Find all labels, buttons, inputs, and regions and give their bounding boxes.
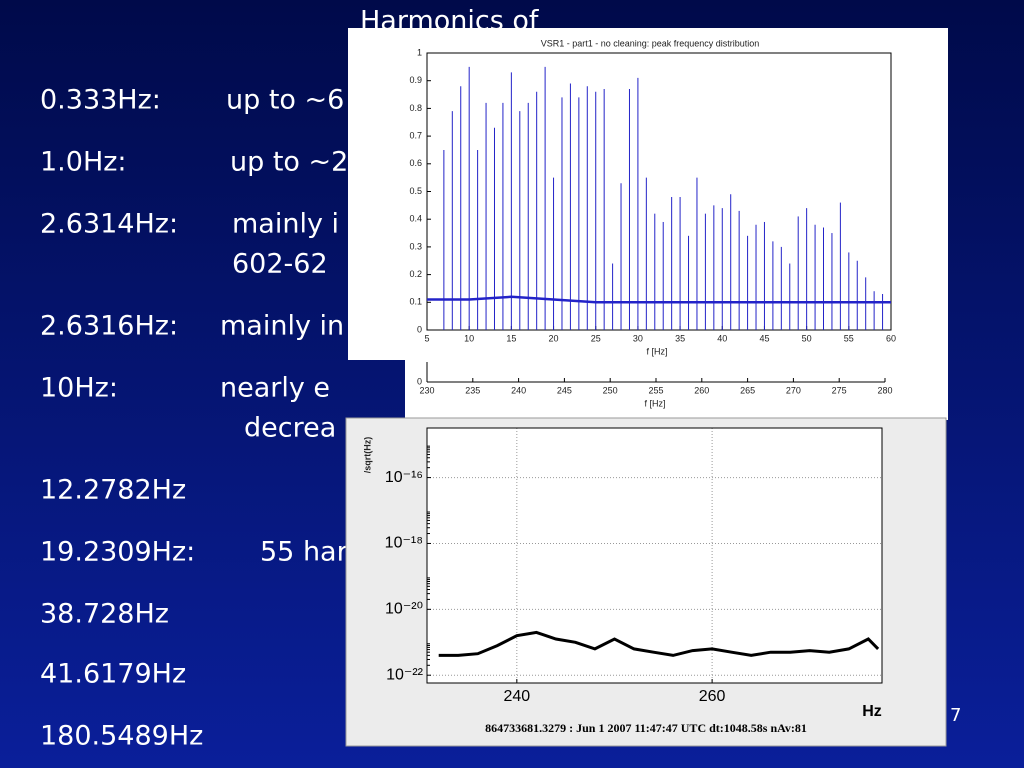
y-tick-label: 10⁻¹⁶: [385, 469, 423, 486]
x-tick-label: 55: [844, 333, 854, 343]
y-tick-label: 0.5: [409, 186, 422, 196]
y-tick-label: 0.8: [409, 103, 422, 113]
plot-frame: [426, 427, 883, 684]
y-tick-label: 0.3: [409, 241, 422, 251]
x-tick-label: 45: [759, 333, 769, 343]
item-text: up to ~6: [226, 85, 344, 116]
x-tick-label: 265: [740, 385, 755, 395]
x-tick-label: 60: [886, 333, 896, 343]
item-label: 2.6316Hz:: [40, 311, 178, 342]
x-tick-label: 275: [832, 385, 847, 395]
item-text: nearly e: [220, 373, 330, 404]
x-tick-label: 10: [464, 333, 474, 343]
item-label: 180.5489Hz: [40, 721, 203, 752]
chart-panel: [348, 28, 948, 360]
x-tick-label: 20: [549, 333, 559, 343]
charts: 5 10 15 20 25 30 35 40 45 50 55 6000.10.20.30.40.50…: [362, 38, 896, 734]
y-tick-label: 0.2: [409, 269, 422, 279]
x-tick-label: 25: [591, 333, 601, 343]
x-axis-label: f [Hz]: [646, 346, 667, 356]
y-tick-label: 0: [417, 324, 422, 334]
y-tick-label: 10⁻²⁰: [385, 601, 423, 618]
data-line: [427, 295, 891, 304]
item-label: 38.728Hz: [40, 599, 169, 630]
y-tick-label: 10⁻¹⁸: [385, 535, 423, 552]
y-tick-label: 0: [417, 376, 422, 386]
item-label: 10Hz:: [40, 373, 118, 404]
chart-title: VSR1 - part1 - no cleaning: peak frequen…: [541, 38, 760, 48]
x-tick-label: 5: [424, 333, 429, 343]
y-tick-label: 10⁻²²: [386, 666, 424, 683]
x-tick-label: 245: [557, 385, 572, 395]
x-tick-label: 240: [511, 385, 526, 395]
item-text: decrea: [244, 413, 336, 444]
item-label: 19.2309Hz:: [40, 537, 195, 568]
item-label: 1.0Hz:: [40, 147, 127, 178]
plot-area: [427, 428, 882, 683]
page-number: 7: [950, 705, 961, 726]
x-tick-label: 235: [465, 385, 480, 395]
footer: 864733681.3279 : Jun 1 2007 11:47:47 UTC…: [485, 721, 807, 735]
item-label: 2.6314Hz:: [40, 209, 178, 240]
item-text: mainly in: [220, 311, 344, 342]
x-axis-label: f [Hz]: [644, 398, 665, 408]
x-tick-label: 30: [633, 333, 643, 343]
item-label: 12.2782Hz: [40, 475, 186, 506]
item-label: 41.6179Hz: [40, 659, 186, 690]
item-text: mainly i: [232, 209, 339, 240]
x-tick-label: 230: [419, 385, 434, 395]
y-tick-label: 0.1: [409, 297, 422, 307]
item-text: up to ~2: [230, 147, 348, 178]
x-tick-label: 15: [506, 333, 516, 343]
y-tick-label: 0.6: [409, 158, 422, 168]
x-tick-label: 40: [717, 333, 727, 343]
y-tick-label: 0.4: [409, 214, 422, 224]
x-tick-label: 240: [503, 688, 530, 705]
y-tick-label: 0.7: [409, 130, 422, 140]
x-tick-label: 270: [786, 385, 801, 395]
x-tick-label: 255: [648, 385, 663, 395]
y-axis-label: /sqrt(Hz): [362, 437, 372, 474]
y-tick-label: 0.9: [409, 75, 422, 85]
x-tick-label: 250: [603, 385, 618, 395]
x-tick-label: 260: [694, 385, 709, 395]
x-axis-label: Hz: [862, 703, 882, 720]
x-tick-label: 260: [699, 688, 726, 705]
chart-panel: [405, 358, 948, 420]
plot-frame: [426, 52, 892, 331]
x-tick-label: 50: [802, 333, 812, 343]
item-text: 602-62: [232, 249, 328, 280]
x-tick-label: 280: [877, 385, 892, 395]
x-tick-label: 35: [675, 333, 685, 343]
item-label: 0.333Hz:: [40, 85, 161, 116]
y-tick-label: 1: [417, 47, 422, 57]
data-line: [438, 630, 880, 657]
